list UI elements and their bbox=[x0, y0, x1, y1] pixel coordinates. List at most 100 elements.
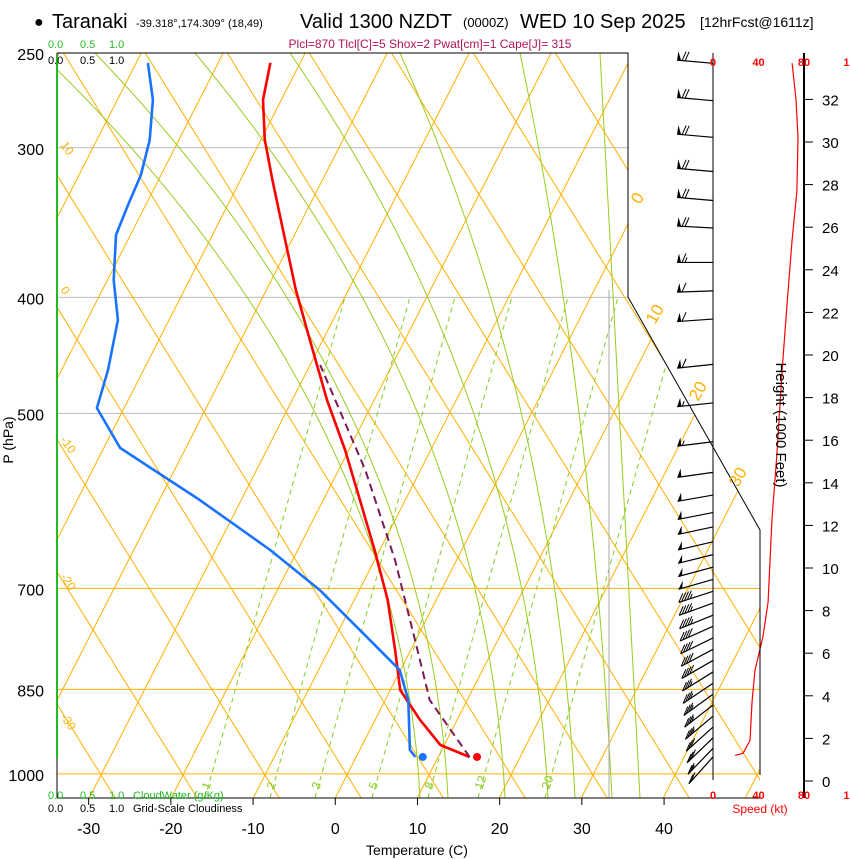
barb-feather bbox=[684, 591, 689, 601]
wind-barb bbox=[678, 602, 714, 616]
barb-feather bbox=[686, 716, 692, 726]
wind-barb bbox=[677, 492, 714, 502]
barb-pennant bbox=[677, 188, 682, 198]
barb-feather bbox=[683, 667, 689, 678]
isotherm-line bbox=[88, 53, 470, 798]
barb-feather bbox=[682, 681, 687, 692]
mixing-ratio-line bbox=[371, 296, 513, 798]
barb-feather bbox=[688, 751, 694, 761]
barb-half-feather bbox=[689, 593, 693, 599]
barb-pennant bbox=[678, 554, 683, 564]
wind-barb bbox=[678, 566, 714, 578]
dry-adiabat-label: 0 bbox=[58, 284, 73, 298]
barb-half-feather bbox=[691, 716, 695, 722]
barb-feather bbox=[687, 690, 693, 701]
barb-feather bbox=[689, 762, 695, 773]
barb-feather bbox=[679, 631, 685, 642]
cloudwater-tick-top: 1.0 bbox=[109, 39, 124, 51]
barb-staff bbox=[677, 471, 714, 478]
barb-feather bbox=[688, 652, 694, 663]
height-tick-label: 18 bbox=[822, 391, 839, 408]
speed-axis-title: Speed (kt) bbox=[732, 802, 787, 816]
dry-adiabat-line bbox=[801, 53, 850, 798]
wind-barb bbox=[677, 397, 714, 408]
dry-adiabat-line bbox=[144, 53, 608, 798]
moist-adiabat-line bbox=[289, 53, 549, 798]
barb-half-feather bbox=[681, 440, 685, 446]
isotherm-line bbox=[827, 53, 850, 798]
barb-feather bbox=[681, 592, 687, 602]
barb-feather bbox=[684, 89, 690, 99]
wind-barb bbox=[677, 554, 714, 564]
isotherm-line bbox=[57, 53, 224, 798]
barb-feather bbox=[686, 590, 692, 600]
height-tick-label: 32 bbox=[822, 92, 839, 109]
isotherm-line bbox=[498, 53, 760, 798]
barb-pennant bbox=[677, 541, 682, 550]
barb-feather bbox=[684, 217, 690, 227]
barb-feather bbox=[686, 666, 692, 676]
location-name: Taranaki bbox=[52, 11, 128, 33]
wind-barb bbox=[679, 625, 714, 642]
plot-frame bbox=[57, 52, 761, 775]
barb-pennant bbox=[677, 468, 682, 478]
wind-barb bbox=[677, 253, 713, 264]
barb-feather bbox=[688, 739, 693, 750]
cloudiness-tick-top: 0.5 bbox=[80, 55, 95, 67]
cloudwater-tick-bottom: 0.5 bbox=[80, 790, 95, 802]
barb-pennant bbox=[677, 51, 682, 61]
wind-barb bbox=[677, 510, 714, 521]
wind-barb bbox=[677, 51, 714, 64]
isotherm-line bbox=[57, 53, 142, 798]
barb-half-feather bbox=[690, 618, 694, 625]
dry-adiabat-line bbox=[554, 53, 760, 798]
barb-feather bbox=[678, 593, 684, 603]
temperature-tick-label: 40 bbox=[655, 821, 673, 838]
barb-pennant bbox=[677, 437, 682, 447]
barb-staff bbox=[682, 682, 714, 704]
temperature-tick-label: -30 bbox=[77, 821, 100, 838]
barb-feather bbox=[687, 628, 693, 638]
barb-feather bbox=[690, 737, 696, 748]
isotherm-label: 30 bbox=[725, 464, 751, 490]
height-tick-label: 20 bbox=[822, 348, 839, 365]
barb-feather bbox=[687, 728, 693, 738]
location-coords: -39.318°,174.309° (18,49) bbox=[136, 18, 263, 30]
barb-feather bbox=[685, 641, 691, 652]
barb-feather bbox=[684, 604, 690, 614]
barb-pennant bbox=[677, 125, 682, 135]
barb-feather bbox=[688, 774, 694, 784]
wind-barb bbox=[677, 217, 714, 229]
wind-barb bbox=[677, 125, 714, 138]
barb-feather bbox=[684, 159, 690, 170]
dry-adiabat-line bbox=[57, 53, 362, 798]
barb-pennant bbox=[677, 253, 681, 263]
barb-staff bbox=[680, 648, 714, 667]
barb-pennant bbox=[677, 397, 682, 407]
barb-staff bbox=[678, 578, 714, 590]
barb-staff bbox=[677, 541, 714, 551]
wind-barb bbox=[677, 541, 714, 551]
cloudiness-tick-top: 0.0 bbox=[48, 55, 63, 67]
dry-adiabat-label: -20 bbox=[58, 571, 80, 594]
mixing-ratio-line bbox=[204, 296, 346, 798]
barb-feather bbox=[688, 714, 694, 724]
barb-feather bbox=[689, 664, 695, 675]
height-tick-label: 24 bbox=[822, 263, 839, 280]
barb-pennant bbox=[677, 492, 682, 502]
barb-pennant bbox=[677, 88, 682, 98]
pressure-tick-label: 400 bbox=[17, 291, 44, 308]
mixing-ratio-label: 8 bbox=[422, 780, 438, 791]
cloudwater-tick-bottom: 0.0 bbox=[48, 790, 63, 802]
height-tick-label: 6 bbox=[822, 646, 830, 663]
wind-barb bbox=[679, 614, 714, 630]
forecast-info: [12hrFcst@1611z] bbox=[700, 14, 814, 30]
location-bullet: ● bbox=[34, 14, 44, 31]
dry-adiabat-label: -30 bbox=[58, 711, 80, 734]
barb-feather bbox=[687, 603, 693, 613]
isotherm-line bbox=[334, 53, 716, 798]
wind-barb bbox=[677, 358, 714, 369]
height-tick-label: 4 bbox=[822, 689, 830, 706]
barb-staff bbox=[677, 511, 714, 521]
isotherm-line bbox=[170, 53, 552, 798]
